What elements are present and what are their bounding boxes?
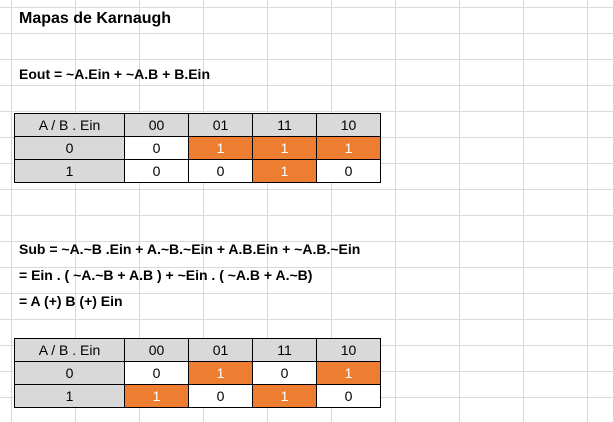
column-header: 10	[316, 338, 381, 362]
karnaugh-table-eout: A / B . Ein 00 01 11 10 0 0 1 1 1 1 0 0 …	[14, 113, 381, 183]
sub-formula-line-3: = A (+) B (+) Ein	[19, 293, 123, 309]
table-header-row: A / B . Ein 00 01 11 10	[14, 113, 381, 137]
karnaugh-table-sub: A / B . Ein 00 01 11 10 0 0 1 0 1 1 1 0 …	[14, 338, 381, 408]
table-cell: 0	[188, 384, 253, 408]
table-cell: 1	[252, 159, 317, 183]
corner-label: A / B . Ein	[14, 338, 125, 362]
column-header: 10	[316, 113, 381, 137]
table-cell: 0	[316, 384, 381, 408]
table-cell: 1	[316, 361, 381, 385]
row-label: 1	[14, 159, 125, 183]
table-cell: 0	[188, 159, 253, 183]
column-header: 00	[124, 113, 189, 137]
eout-formula: Eout = ~A.Ein + ~A.B + B.Ein	[19, 66, 210, 82]
corner-label: A / B . Ein	[14, 113, 125, 137]
column-header: 01	[188, 113, 253, 137]
row-label: 0	[14, 361, 125, 385]
table-cell: 0	[252, 361, 317, 385]
row-label: 1	[14, 384, 125, 408]
table-row: 0 0 1 0 1	[14, 361, 381, 385]
column-header: 11	[252, 338, 317, 362]
column-header: 01	[188, 338, 253, 362]
page-title: Mapas de Karnaugh	[19, 10, 172, 27]
sub-formula-line-2: = Ein . ( ~A.~B + A.B ) + ~Ein . ( ~A.B …	[19, 267, 313, 283]
table-cell: 0	[124, 361, 189, 385]
table-cell: 0	[316, 159, 381, 183]
table-cell: 0	[124, 159, 189, 183]
table-cell: 1	[252, 136, 317, 160]
table-cell: 1	[188, 136, 253, 160]
table-row: 1 1 0 1 0	[14, 384, 381, 408]
table-cell: 1	[252, 384, 317, 408]
table-row: 1 0 0 1 0	[14, 159, 381, 183]
column-header: 00	[124, 338, 189, 362]
row-label: 0	[14, 136, 125, 160]
table-cell: 1	[188, 361, 253, 385]
sub-formula-line-1: Sub = ~A.~B .Ein + A.~B.~Ein + A.B.Ein +…	[19, 241, 361, 257]
column-header: 11	[252, 113, 317, 137]
table-row: 0 0 1 1 1	[14, 136, 381, 160]
table-header-row: A / B . Ein 00 01 11 10	[14, 338, 381, 362]
table-cell: 0	[124, 136, 189, 160]
table-cell: 1	[124, 384, 189, 408]
table-cell: 1	[316, 136, 381, 160]
